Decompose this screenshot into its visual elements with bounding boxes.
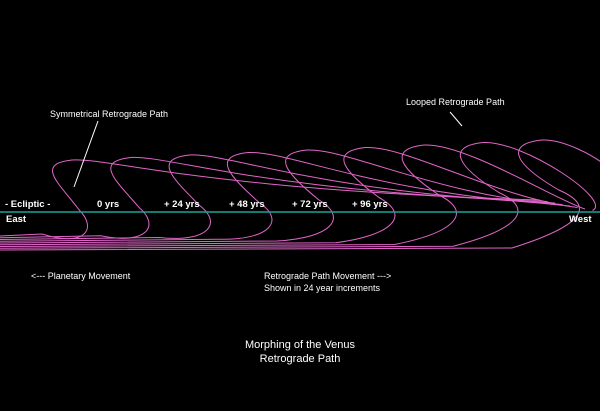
- retrograde-loop-6: [0, 144, 586, 247]
- retrograde-loop-3: [0, 151, 563, 242]
- retrograde-loop-5: [0, 146, 578, 246]
- looped-path-label: Looped Retrograde Path: [406, 97, 505, 107]
- planetary-movement-label: <--- Planetary Movement: [31, 271, 131, 281]
- increment-note-label: Shown in 24 year increments: [264, 283, 381, 293]
- retrograde-loop-2: [0, 154, 556, 240]
- retrograde-loop-4: [0, 149, 571, 244]
- west-label: West: [569, 214, 592, 225]
- symmetrical-path-label: Symmetrical Retrograde Path: [50, 109, 168, 119]
- title-line-2: Retrograde Path: [260, 353, 341, 365]
- retrograde-loop-0: [0, 159, 541, 240]
- increment-48-yrs: + 48 yrs: [229, 199, 265, 210]
- retrograde-paths: [0, 139, 600, 251]
- increment-0-yrs: 0 yrs: [97, 199, 119, 210]
- retrograde-loop-1: [0, 156, 548, 239]
- path-movement-label: Retrograde Path Movement --->: [264, 271, 391, 281]
- increment-96-yrs: + 96 yrs: [352, 199, 388, 210]
- ecliptic-label: - Ecliptic -: [5, 199, 50, 210]
- looped-pointer-line: [449, 111, 463, 127]
- increment-24-yrs: + 24 yrs: [164, 199, 200, 210]
- symmetrical-pointer-line: [73, 120, 99, 188]
- retrograde-loop-8: [0, 139, 600, 251]
- east-label: East: [6, 214, 27, 225]
- increment-72-yrs: + 72 yrs: [292, 199, 328, 210]
- title-line-1: Morphing of the Venus: [245, 339, 356, 351]
- retrograde-loop-7: [0, 141, 596, 249]
